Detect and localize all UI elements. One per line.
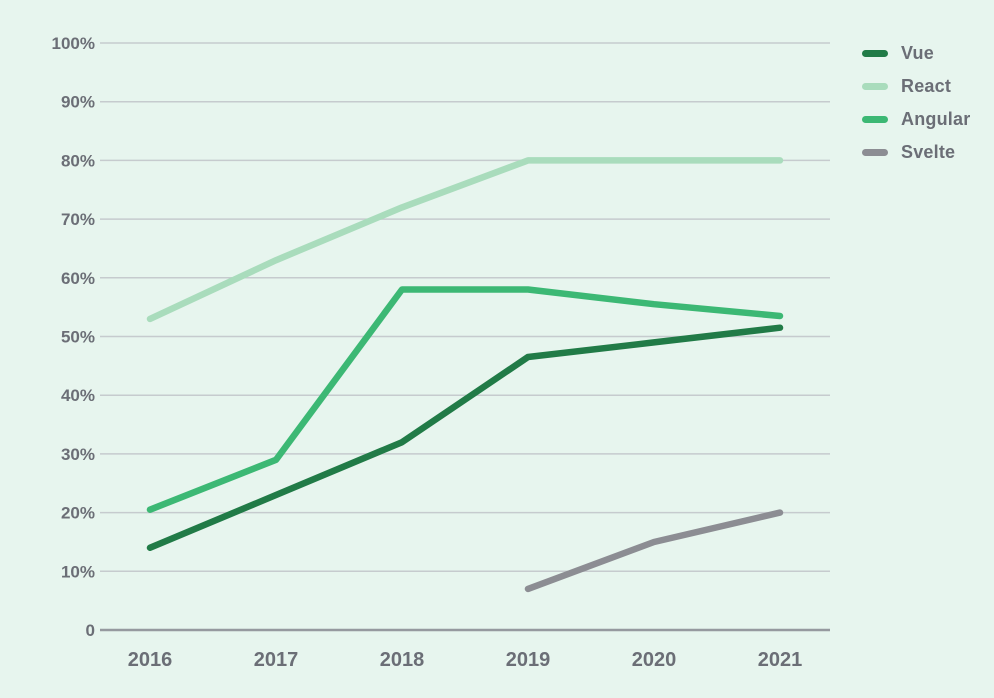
- y-tick-label: 40%: [61, 386, 95, 405]
- series-line-svelte: [524, 509, 784, 593]
- legend-item-svelte: Svelte: [862, 136, 970, 169]
- x-tick-label: 2019: [506, 649, 551, 671]
- legend-swatch-svelte: [862, 149, 888, 156]
- x-tick-label: 2020: [632, 649, 677, 671]
- series-line-angular: [146, 286, 784, 513]
- legend-item-angular: Angular: [862, 103, 970, 136]
- legend-swatch-react: [862, 83, 888, 90]
- x-tick-label: 2021: [758, 649, 803, 671]
- legend-item-vue: Vue: [862, 37, 970, 70]
- legend-label-react: React: [901, 76, 952, 96]
- y-tick-label: 30%: [61, 445, 95, 464]
- legend-swatch-vue: [862, 50, 888, 57]
- y-tick-label: 100%: [52, 34, 95, 53]
- x-tick-label: 2018: [380, 649, 425, 671]
- y-tick-label: 50%: [61, 328, 95, 347]
- legend-item-react: React: [862, 70, 970, 103]
- y-tick-label: 80%: [61, 151, 95, 170]
- y-tick-label: 70%: [61, 210, 95, 229]
- series-line-vue: [146, 324, 784, 552]
- y-tick-label: 90%: [61, 93, 95, 112]
- chart-legend: Vue React Angular Svelte: [862, 37, 970, 169]
- y-tick-label: 0: [86, 621, 95, 640]
- x-tick-label: 2016: [128, 649, 173, 671]
- legend-label-angular: Angular: [901, 109, 971, 129]
- legend-label-vue: Vue: [901, 43, 934, 63]
- y-tick-label: 60%: [61, 269, 95, 288]
- x-tick-label: 2017: [254, 649, 299, 671]
- y-tick-label: 20%: [61, 504, 95, 523]
- legend-label-svelte: Svelte: [901, 142, 956, 162]
- series-line-react: [146, 157, 784, 323]
- legend-swatch-angular: [862, 116, 888, 123]
- y-tick-label: 10%: [61, 562, 95, 581]
